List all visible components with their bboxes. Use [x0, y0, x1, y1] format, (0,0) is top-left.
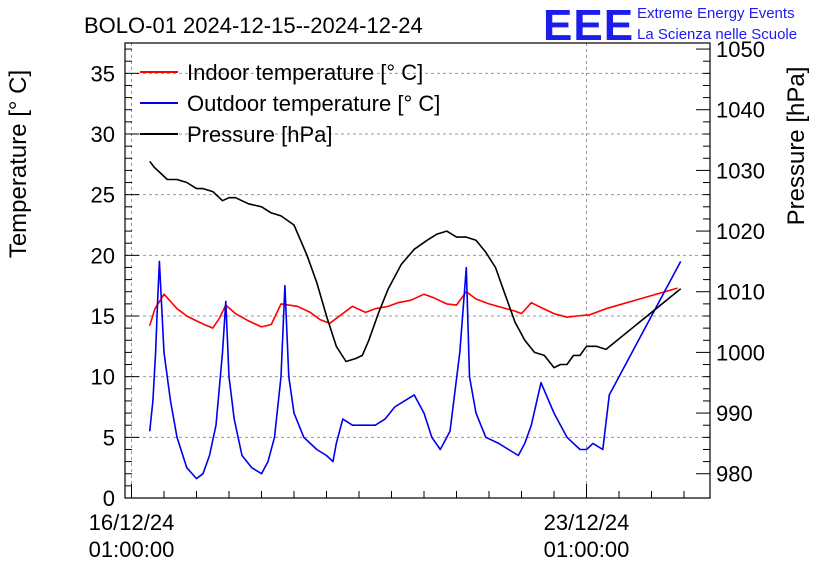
x-tick-label-date: 16/12/24: [89, 510, 175, 535]
y-tick-label: 20: [91, 243, 115, 268]
eee-logo: EEE Extreme Energy Events La Scienza nel…: [543, 1, 797, 50]
y2-tick-label: 1000: [716, 340, 765, 365]
y2-axis-title: Pressure [hPa]: [783, 67, 810, 226]
y2-tick-label: 1050: [716, 37, 765, 62]
legend-label-1: Outdoor temperature [° C]: [187, 91, 440, 116]
eee-logo-line2: La Scienza nelle Scuole: [637, 26, 797, 43]
eee-logo-mark: EEE: [543, 1, 634, 50]
series-line-0: [148, 287, 678, 329]
axis-layer: 0 5 10 15 20 25 30 35 980 990 1000 1010 1020 1030 1040…: [89, 37, 765, 562]
y2-tick-label: 1030: [716, 158, 765, 183]
y-tick-label: 15: [91, 304, 115, 329]
x-tick-label-time: 01:00:00: [89, 537, 175, 562]
y2-tick-label: 1010: [716, 280, 765, 305]
eee-logo-line1: Extreme Energy Events: [637, 5, 795, 22]
x-tick-label-time: 01:00:00: [544, 537, 630, 562]
y2-tick-label: 980: [716, 462, 753, 487]
plot-frame: [124, 42, 711, 499]
y2-tick-label: 1020: [716, 219, 765, 244]
y-tick-label: 35: [91, 61, 115, 86]
series-line-1: [148, 260, 682, 480]
y-tick-label: 10: [91, 365, 115, 390]
legend-label-0: Indoor temperature [° C]: [187, 60, 423, 85]
chart-title: BOLO-01 2024-12-15--2024-12-24: [84, 13, 423, 38]
y2-tick-label: 1040: [716, 98, 765, 123]
y-tick-label: 30: [91, 122, 115, 147]
series-layer: [148, 160, 682, 480]
x-tick-label-date: 23/12/24: [544, 510, 630, 535]
legend: Indoor temperature [° C] Outdoor temperat…: [140, 60, 440, 147]
legend-label-2: Pressure [hPa]: [187, 122, 333, 147]
y-tick-label: 25: [91, 183, 115, 208]
series-line-2: [149, 160, 682, 369]
y-tick-label: 0: [103, 486, 115, 511]
y-axis-title: Temperature [° C]: [5, 70, 32, 258]
y2-tick-label: 990: [716, 401, 753, 426]
y-tick-label: 5: [103, 425, 115, 450]
